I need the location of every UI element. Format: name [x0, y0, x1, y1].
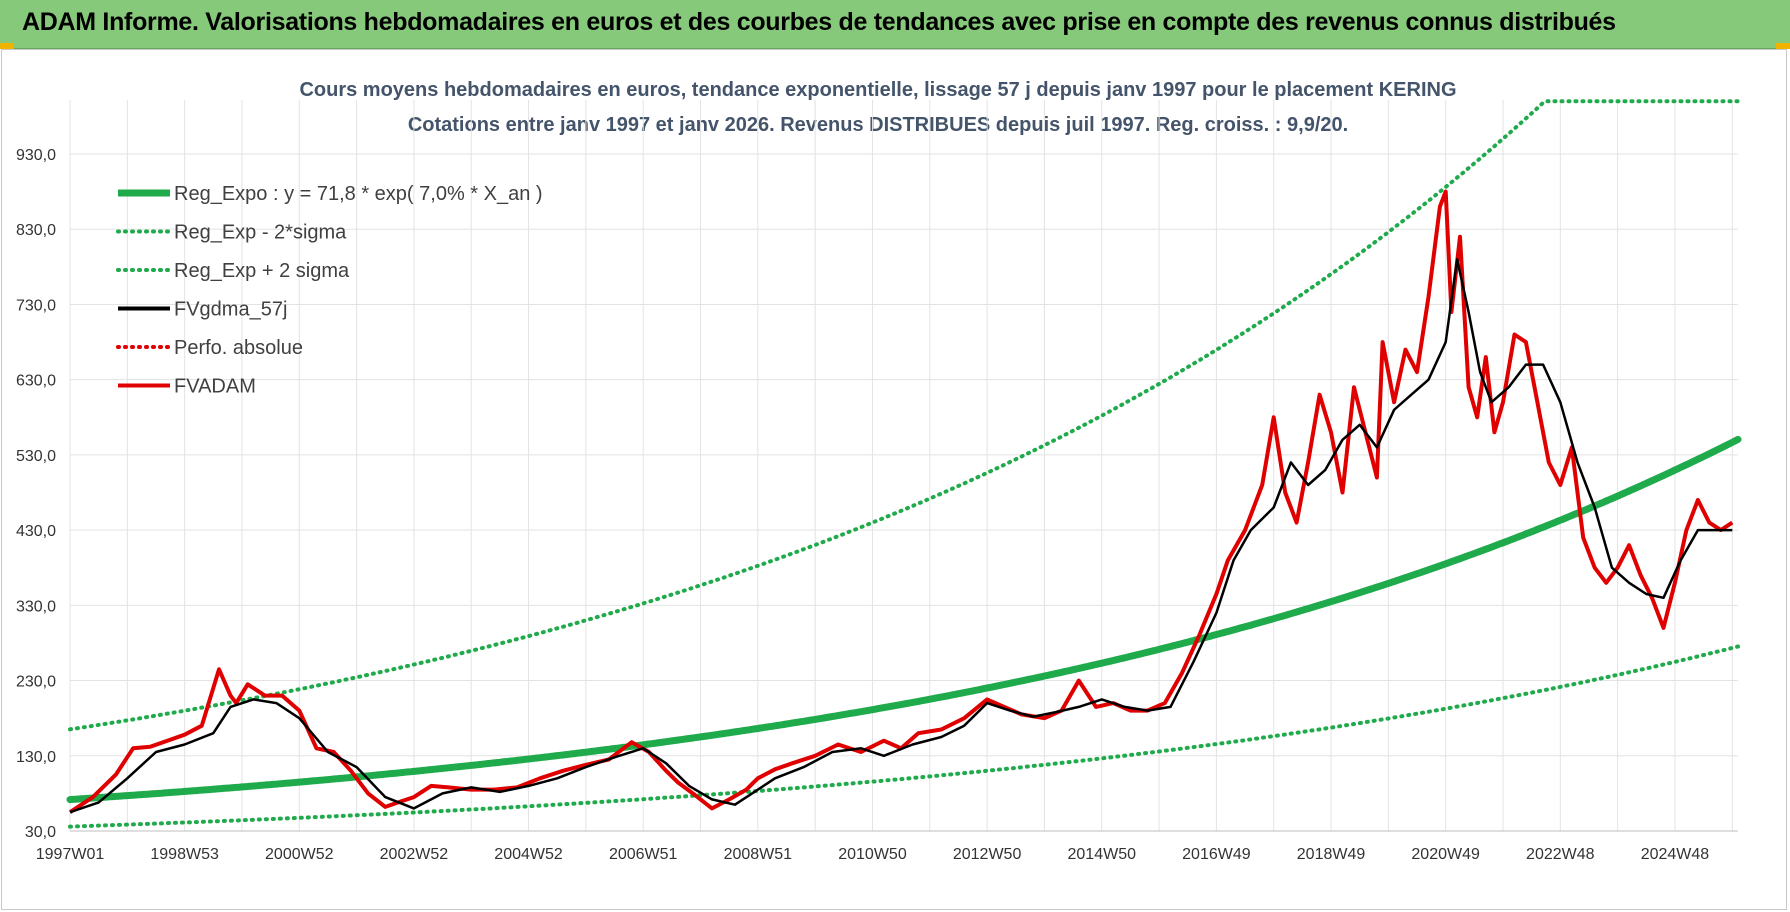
series-reg-exp-plus-2sigma [68, 99, 1740, 732]
y-tick-label: 630,0 [16, 373, 56, 390]
x-tick-label: 2012W50 [953, 846, 1022, 863]
corner-mark-top-right [1776, 43, 1790, 49]
series-fvadam [68, 189, 1734, 814]
x-tick-label: 2016W49 [1182, 846, 1251, 863]
legend-label: Reg_Exp - 2*sigma [174, 222, 347, 244]
legend-label: FVgdma_57j [174, 299, 287, 321]
series-reg-expo [66, 435, 1742, 804]
legend-label: FVADAM [174, 376, 256, 398]
grid [69, 100, 1738, 832]
y-axis: 30,0 130,0 230,0 330,0 430,0 530,0 630,0 730,0 8… [16, 147, 56, 841]
corner-mark-top-left [0, 43, 14, 49]
x-tick-label: 2018W49 [1297, 846, 1366, 863]
y-tick-label: 930,0 [16, 147, 56, 164]
x-tick-label: 2024W48 [1641, 846, 1710, 863]
page-title: ADAM Informe. Valorisations hebdomadaire… [22, 8, 1616, 36]
legend: Reg_Expo : y = 71,8 * exp( 7,0% * X_an )… [116, 183, 543, 398]
x-tick-label: 2002W52 [380, 846, 449, 863]
x-tick-label: 2008W51 [724, 846, 793, 863]
x-tick-label: 2000W52 [265, 846, 334, 863]
x-tick-label: 1998W53 [150, 846, 219, 863]
x-tick-label: 2022W48 [1526, 846, 1595, 863]
x-tick-label: 2014W50 [1068, 846, 1137, 863]
y-tick-label: 230,0 [16, 674, 56, 691]
y-tick-label: 30,0 [25, 824, 56, 841]
header-banner: ADAM Informe. Valorisations hebdomadaire… [0, 0, 1790, 49]
x-tick-label: 2020W49 [1411, 846, 1480, 863]
series-fvgdma-57j [69, 258, 1733, 814]
y-tick-label: 430,0 [16, 523, 56, 540]
x-tick-label: 2004W52 [494, 846, 563, 863]
y-tick-label: 730,0 [16, 297, 56, 314]
legend-label: Perfo. absolue [174, 337, 303, 359]
chart-title-line2: Cotations entre janv 1997 et janv 2026. … [408, 114, 1348, 136]
x-axis: 1997W01 1998W53 2000W52 2002W52 2004W52 2006W… [36, 830, 1738, 863]
x-tick-label: 2006W51 [609, 846, 678, 863]
x-tick-label: 1997W01 [36, 846, 105, 863]
y-tick-label: 130,0 [16, 749, 56, 766]
legend-label: Reg_Expo : y = 71,8 * exp( 7,0% * X_an ) [174, 183, 543, 205]
series-reg-exp-minus-2sigma [68, 644, 1740, 829]
legend-label: Reg_Exp + 2 sigma [174, 260, 350, 282]
series-group [66, 99, 1742, 829]
y-tick-label: 330,0 [16, 598, 56, 615]
x-tick-label: 2010W50 [838, 846, 907, 863]
chart-title-line1: Cours moyens hebdomadaires en euros, ten… [299, 79, 1456, 101]
chart-frame [1, 49, 1787, 910]
y-tick-label: 530,0 [16, 448, 56, 465]
y-tick-label: 830,0 [16, 222, 56, 239]
